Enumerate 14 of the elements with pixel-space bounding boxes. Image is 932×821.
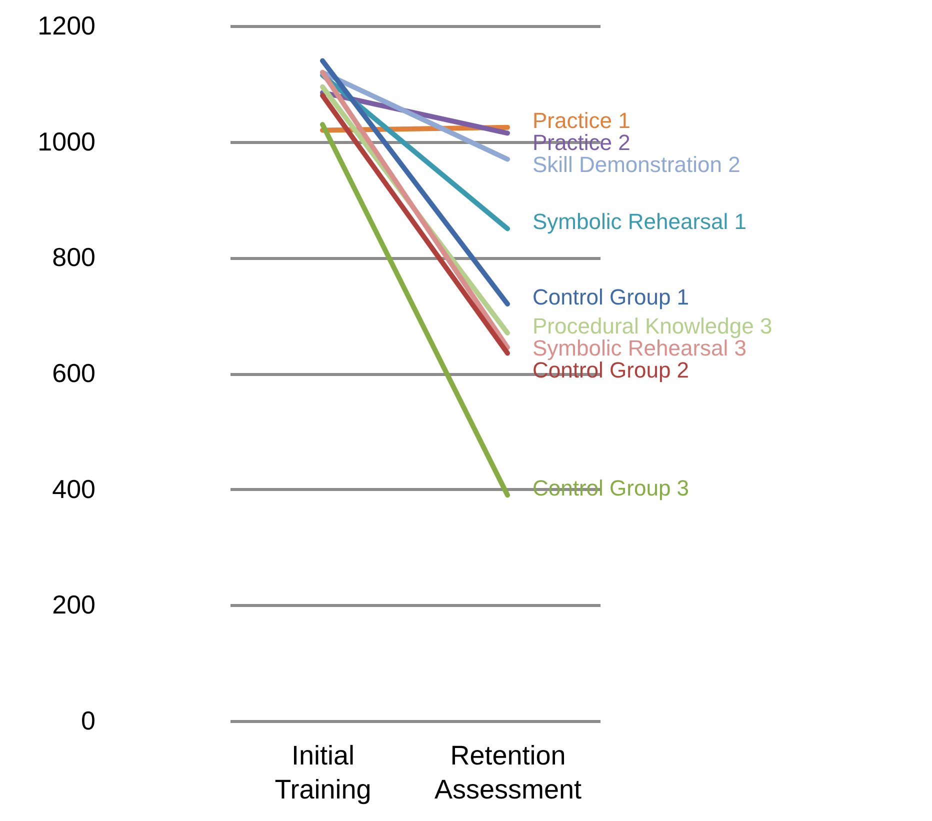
- y-tick-label: 400: [52, 474, 96, 504]
- x-tick-label: Retention Assessment: [434, 740, 582, 804]
- y-tick-label: 800: [52, 242, 96, 272]
- y-tick-label: 1000: [38, 126, 96, 156]
- y-tick-label: 1200: [38, 10, 96, 40]
- x-tick-label: Initial Training: [274, 740, 372, 804]
- series-label: Symbolic Rehearsal 1: [532, 209, 746, 234]
- y-tick-label: 200: [52, 590, 96, 620]
- series-label: Procedural Knowledge 3: [532, 313, 772, 338]
- series-label: Control Group 1: [532, 284, 690, 310]
- y-tick-label: 0: [81, 706, 96, 736]
- series-label: Practice 1: [532, 108, 630, 133]
- series-label: Skill Demonstration 2: [532, 152, 740, 177]
- y-tick-label: 600: [52, 358, 96, 388]
